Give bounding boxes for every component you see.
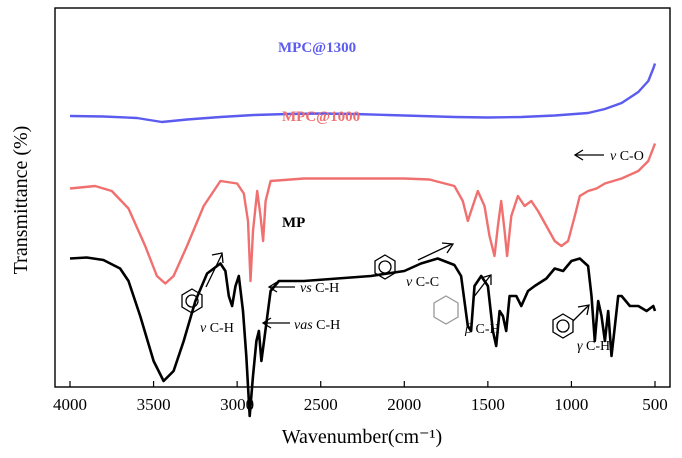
x-tick-label: 1500 [471,395,505,414]
plot-frame [54,7,671,388]
x-tick-label: 2500 [304,395,338,414]
x-tick-label: 4000 [53,395,87,414]
series-line-mp [69,256,657,418]
series-line-mpc-1000 [69,143,657,285]
benzene-ring-icon [552,313,574,339]
series-label-mpc1300: MPC@1300 [278,40,356,56]
y-axis-title: Transmittance (%) [10,126,32,275]
annotation-beta-ch: β C-H [464,322,500,337]
annotation-gamma-ch: γ C-H [577,339,610,354]
x-tick-label: 2000 [387,395,421,414]
annotation-nu-ch: ν C-H [200,321,234,336]
x-tick-label: 3500 [137,395,171,414]
x-tick-label: 500 [642,395,668,414]
annotation-arrows [205,149,604,329]
series-line-mpc-1300 [69,63,657,124]
x-tick-label: 1000 [554,395,588,414]
annotation-nu-co: ν C-O [610,149,644,164]
series-label-mp: MP [282,215,305,231]
benzene-ring-icon [181,288,203,314]
annotation-nuas-ch: νas C-H [294,318,340,333]
cyclohexane-ring-icon [433,295,459,325]
series-label-mpc1000: MPC@1000 [282,109,360,125]
x-axis-title: Wavenumber(cm⁻¹) [282,426,442,448]
annotation-nu-cc: ν C-C [406,275,439,290]
x-tick-label: 3000 [220,395,254,414]
x-axis: 4000 3500 3000 2500 2000 1500 1000 500 [53,381,668,414]
series-lines [69,63,657,418]
benzene-ring-icon [374,254,396,280]
annotation-nus-ch: νs C-H [300,281,339,296]
